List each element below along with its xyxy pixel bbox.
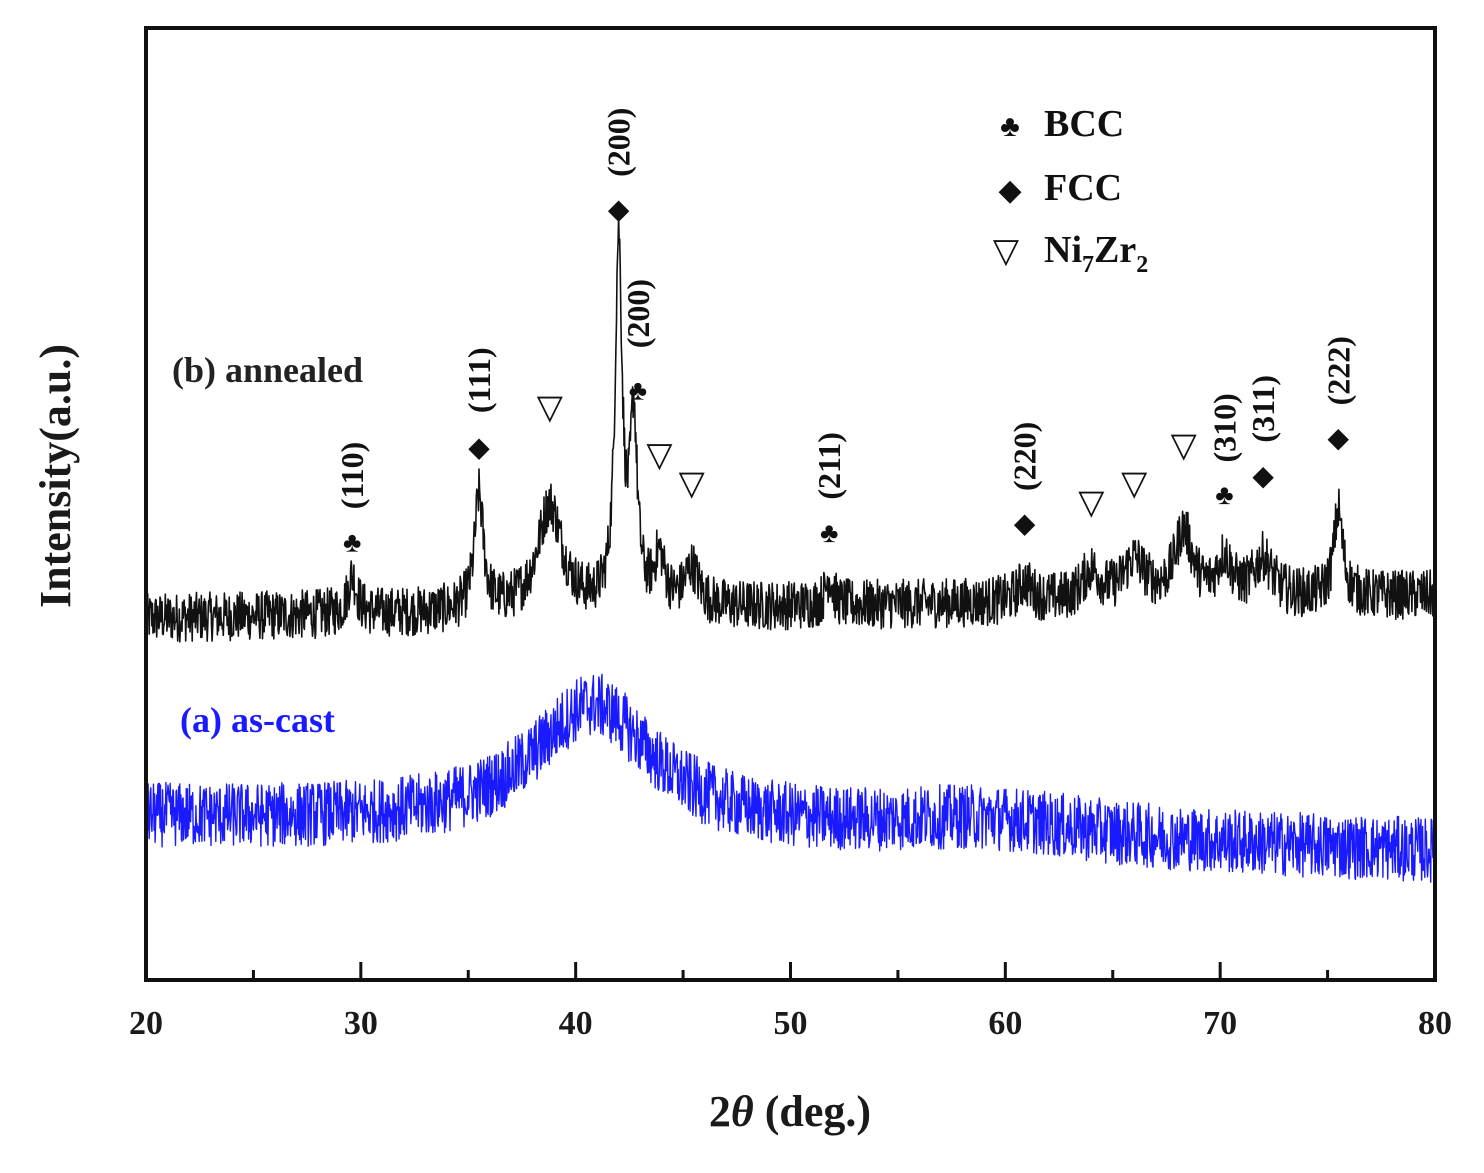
- legend-sub-7: 7: [1082, 252, 1094, 278]
- peak-marker: ◆: [608, 194, 630, 225]
- peak-hkl-label: (310): [1206, 393, 1242, 462]
- legend-ni: Ni: [1044, 229, 1082, 271]
- legend-sub-2: 2: [1136, 252, 1148, 278]
- peak-marker: ▽: [537, 389, 564, 426]
- peak-hkl-label: (111): [461, 347, 497, 413]
- peak-hkl-label: (311): [1245, 375, 1281, 443]
- series-label-annealed: (b) annealed: [172, 350, 363, 390]
- x-tick-label: 60: [988, 1005, 1022, 1042]
- series-line-as-cast: [145, 673, 1436, 883]
- legend-ni7zr2-label: Ni7Zr2: [1044, 229, 1148, 278]
- peak-hkl-label: (222): [1320, 336, 1356, 405]
- peak-hkl-label: (200): [620, 279, 656, 348]
- peak-marker: ▽: [1171, 427, 1198, 464]
- peak-hkl-label: (110): [334, 442, 370, 510]
- peak-marker: ◆: [1328, 423, 1350, 454]
- legend-bcc-icon: ♣: [1000, 110, 1020, 143]
- legend: ♣ BCC ◆ FCC ▽ Ni7Zr2: [993, 103, 1148, 278]
- x-tick-label: 70: [1203, 1005, 1237, 1042]
- y-axis-title: Intensity(a.u.): [31, 344, 80, 608]
- x-axis-title-number: 2: [709, 1087, 731, 1136]
- legend-ni7zr2-icon: ▽: [993, 233, 1020, 270]
- annotation-layer: ♣(110) ◆(111) ▽◆(200)♣(200)▽▽♣(211)◆(220)▽…: [334, 108, 1356, 559]
- peak-marker: ♣: [820, 518, 838, 549]
- x-axis-title: 2θ (deg.): [709, 1087, 871, 1136]
- x-axis-title-theta: θ: [731, 1087, 754, 1136]
- x-tick-label: 30: [344, 1005, 378, 1042]
- peak-hkl-label: (211): [811, 432, 847, 500]
- peak-marker: ◆: [468, 432, 490, 463]
- peak-marker: ▽: [1078, 485, 1105, 522]
- legend-zr: Zr: [1094, 229, 1136, 271]
- series-line-annealed: [145, 214, 1436, 643]
- peak-marker: ▽: [679, 465, 706, 502]
- peak-hkl-label: (220): [1007, 422, 1043, 491]
- legend-fcc-icon: ◆: [998, 174, 1021, 207]
- peak-marker: ▽: [1121, 465, 1148, 502]
- peak-marker: ◆: [1252, 461, 1274, 492]
- x-axis-ticks: 20 30 40 50 60 70 80: [129, 962, 1452, 1042]
- peak-hkl-label: (200): [601, 108, 637, 177]
- x-axis-title-unit: (deg.): [754, 1087, 871, 1136]
- series-layer: [145, 214, 1436, 883]
- x-tick-label: 40: [559, 1005, 593, 1042]
- peak-marker: ♣: [629, 375, 647, 406]
- peak-marker: ◆: [1014, 509, 1036, 540]
- legend-bcc-label: BCC: [1044, 103, 1124, 145]
- x-tick-label: 50: [774, 1005, 808, 1042]
- peak-marker: ♣: [343, 528, 361, 559]
- x-tick-label: 80: [1418, 1005, 1452, 1042]
- peak-marker: ♣: [1215, 480, 1233, 511]
- series-label-as-cast: (a) as-cast: [180, 700, 335, 740]
- peak-marker: ▽: [646, 437, 673, 474]
- x-tick-label: 20: [129, 1005, 163, 1042]
- legend-fcc-label: FCC: [1044, 167, 1122, 209]
